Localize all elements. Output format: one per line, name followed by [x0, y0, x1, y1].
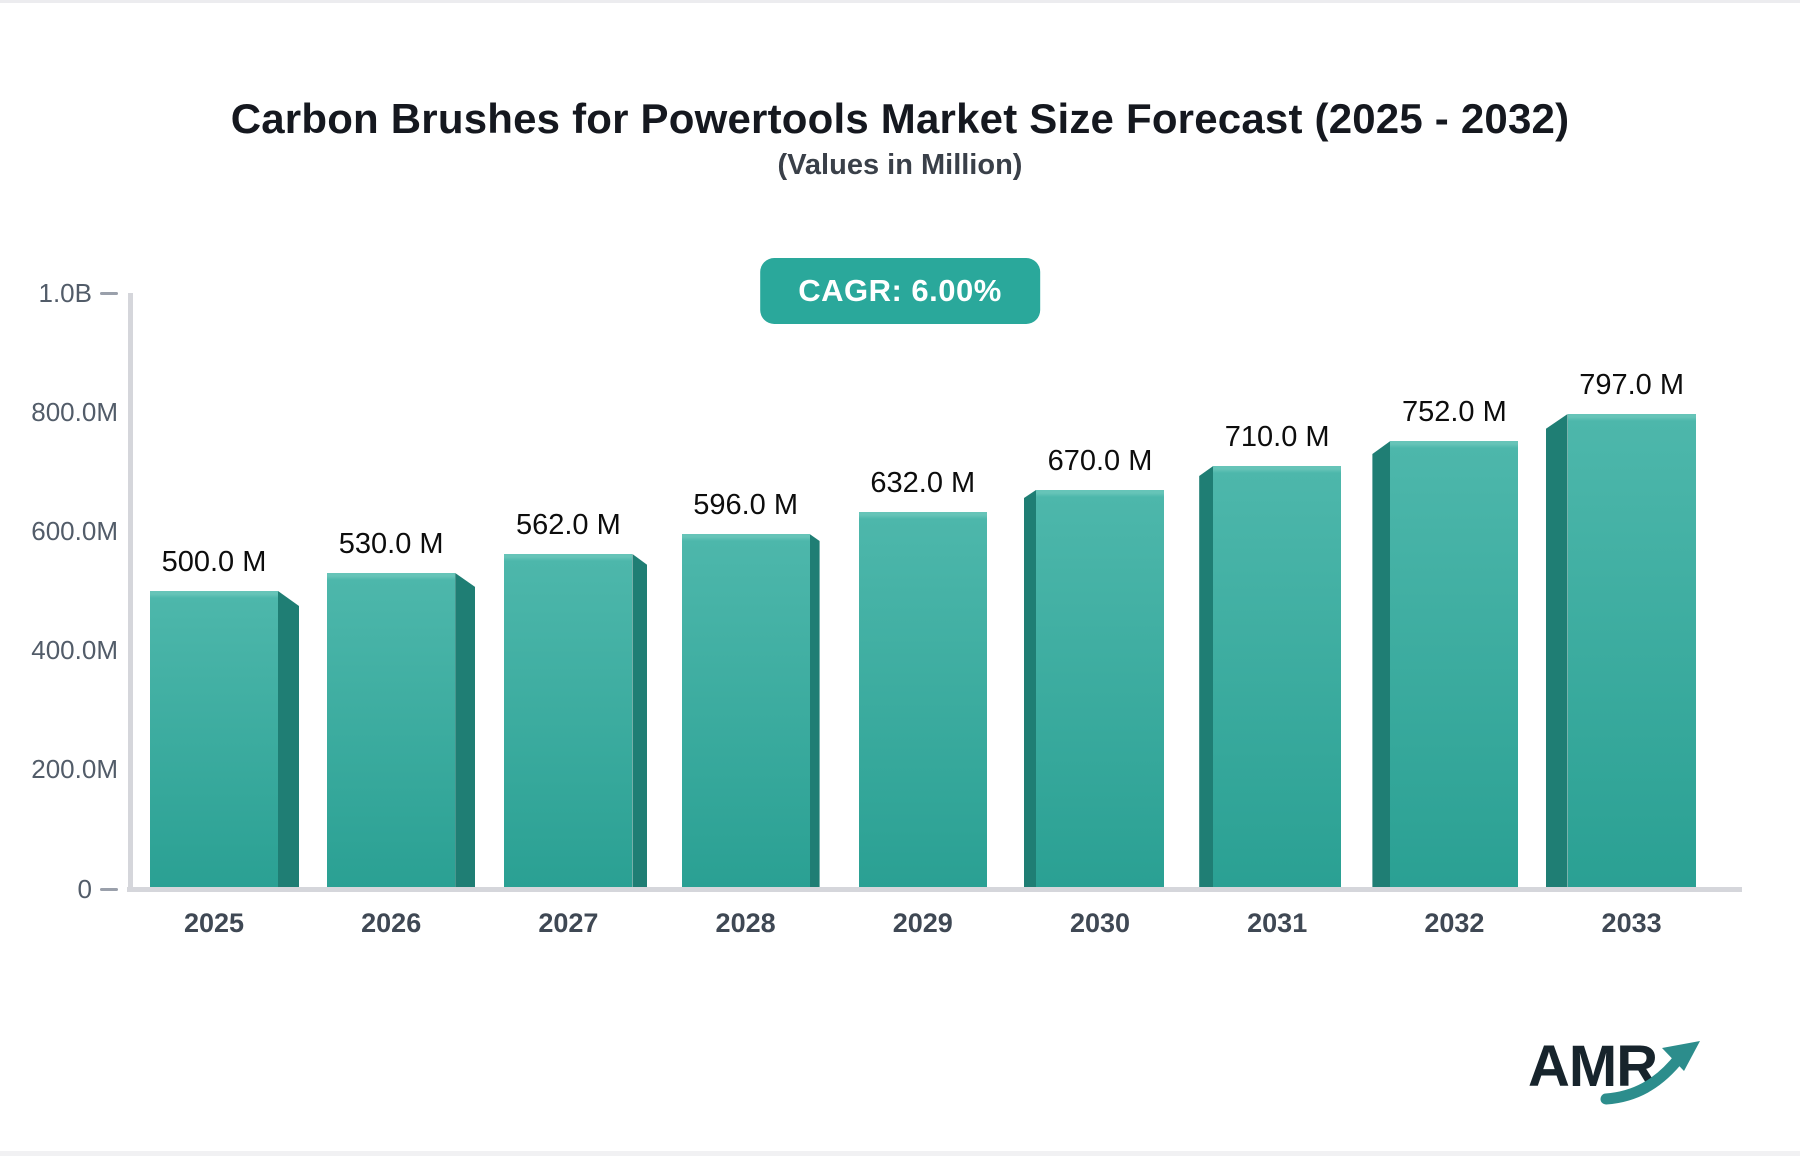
bar-2030[interactable] — [1036, 490, 1164, 889]
y-axis-tick-label: 600.0M — [31, 515, 118, 546]
bar-side-face-2030[interactable] — [1024, 490, 1036, 889]
bar-2031[interactable] — [1213, 466, 1342, 889]
bar-chart-plot-area: 1.0B 800.0M 600.0M 400.0M 200.0M 0 500.0 M 2025… — [0, 3, 1800, 1151]
y-axis-tick-label: 200.0M — [31, 754, 118, 785]
x-axis-label-2029: 2029 — [892, 908, 953, 938]
y-axis-tick-label: 400.0M — [31, 635, 118, 666]
y-axis-tick: 0 — [0, 873, 118, 905]
bar-side-face-2028[interactable] — [809, 534, 820, 889]
y-axis-tick: 800.0M — [0, 396, 136, 428]
y-axis-tick: 1.0B — [0, 277, 118, 309]
x-axis-label-2033: 2033 — [1601, 908, 1662, 938]
y-axis-tick-dash — [100, 887, 118, 891]
cagr-badge: CAGR: 6.00% — [760, 258, 1040, 324]
y-axis-tick-label: 0 — [77, 873, 92, 904]
bar-2028[interactable] — [681, 534, 810, 889]
bar-2032[interactable] — [1390, 441, 1519, 889]
bar-value-label-2028: 596.0 M — [693, 489, 798, 521]
bar-side-face-2025[interactable] — [278, 591, 299, 889]
bar-2027[interactable] — [504, 554, 633, 889]
y-axis-tick: 200.0M — [0, 754, 136, 786]
logo-growth-arrow-icon — [1600, 1041, 1700, 1105]
bar-value-label-2027: 562.0 M — [515, 509, 621, 541]
bar-side-face-2032[interactable] — [1372, 441, 1391, 889]
bar-value-label-2033: 797.0 M — [1579, 369, 1684, 401]
bar-value-label-2025: 500.0 M — [161, 546, 267, 578]
bar-value-label-2029: 632.0 M — [870, 467, 976, 499]
y-axis-tick: 600.0M — [0, 515, 136, 547]
bar-2025[interactable] — [150, 591, 278, 889]
chart-subtitle: (Values in Million) — [777, 149, 1023, 181]
x-axis-label-2031: 2031 — [1247, 908, 1308, 938]
x-axis-baseline — [127, 887, 1742, 892]
bar-side-face-2026[interactable] — [455, 573, 476, 889]
bar-2033[interactable] — [1567, 414, 1696, 889]
y-axis-tick-label: 800.0M — [31, 396, 118, 427]
y-axis-tick-label: 1.0B — [38, 277, 93, 308]
amr-logo: AMR — [1528, 1033, 1718, 1123]
bar-value-label-2032: 752.0 M — [1401, 396, 1507, 428]
y-axis-tick: 400.0M — [0, 635, 136, 667]
bar-value-label-2026: 530.0 M — [338, 528, 444, 560]
bar-value-label-2030: 670.0 M — [1047, 445, 1153, 477]
x-axis-label-2032: 2032 — [1424, 908, 1485, 938]
y-axis-line — [128, 293, 133, 889]
x-axis-label-2025: 2025 — [183, 908, 245, 938]
x-axis-label-2027: 2027 — [538, 908, 599, 938]
bar-side-face-2031[interactable] — [1199, 466, 1214, 889]
x-axis-label-2028: 2028 — [715, 908, 776, 938]
bar-value-label-2031: 710.0 M — [1224, 421, 1330, 453]
bar-2026[interactable] — [327, 573, 456, 889]
bar-side-face-2027[interactable] — [632, 554, 648, 889]
y-axis-tick-dash — [100, 291, 118, 295]
bar-2029[interactable] — [858, 512, 987, 889]
x-axis-label-2030: 2030 — [1069, 908, 1131, 938]
x-axis-label-2026: 2026 — [361, 908, 422, 938]
bar-side-face-2033[interactable] — [1545, 414, 1568, 889]
chart-title: Carbon Brushes for Powertools Market Siz… — [230, 95, 1570, 142]
